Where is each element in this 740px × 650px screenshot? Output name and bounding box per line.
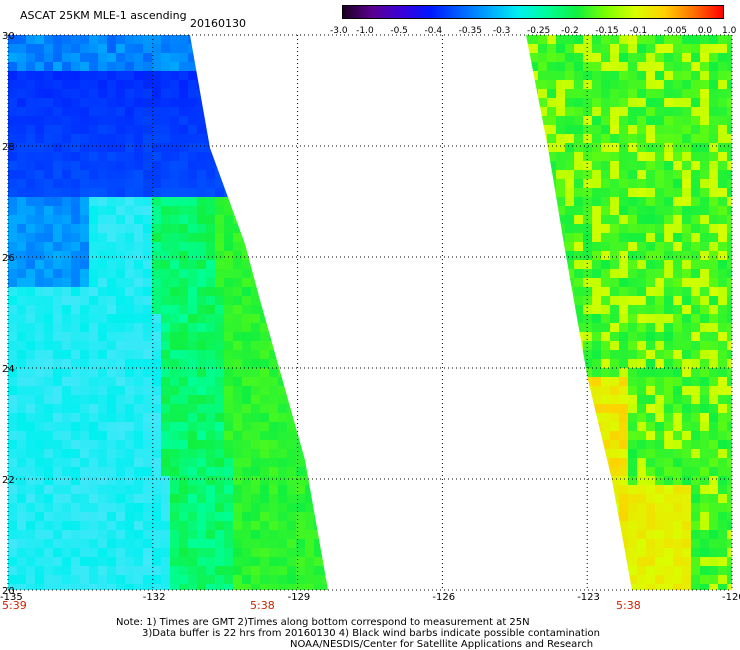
longitude-labels: -135 -132 -129 -126 -123 -120 [0, 592, 740, 603]
pass-time-mid: 5:38 [250, 599, 275, 612]
pass-time-east: 5:38 [616, 599, 641, 612]
latitude-label: 26 [2, 253, 15, 264]
note-line-1: Note: 1) Times are GMT 2)Times along bot… [116, 617, 530, 628]
colorbar-tick-label: -0.3 [492, 26, 511, 36]
longitude-label: -132 [143, 592, 166, 603]
colorbar-tick-label: -1.0 [356, 26, 374, 36]
latitude-label: 28 [2, 142, 15, 153]
longitude-label: -120 [722, 592, 740, 603]
gridlines [7, 34, 733, 591]
colorbar-tick-label: -0.25 [527, 26, 551, 36]
longitude-label: -129 [288, 592, 311, 603]
date-label: 20160130 [190, 17, 246, 30]
latitude-label: 20 [2, 586, 15, 597]
note-line-2: 3)Data buffer is 22 hrs from 20160130 4)… [142, 628, 600, 639]
latitude-label: 30 [2, 31, 15, 42]
colorbar-tick-label: -3.0 [330, 26, 348, 36]
product-title: ASCAT 25KM MLE-1 ascending [20, 9, 187, 22]
colorbar-tick-label: -0.2 [561, 26, 579, 36]
longitude-label: -123 [577, 592, 600, 603]
longitude-label: -135 [0, 592, 23, 603]
colorbar-ticks: -3.0 -1.0 -0.5 -0.4 -0.35 -0.3 -0.25 -0.2 -0.15-… [330, 25, 740, 37]
colorbar-tick-label: -0.1 [629, 26, 648, 36]
colorbar-tick-label: -0.35 [458, 26, 482, 36]
latitude-labels: 30 28 26 24 22 20 [2, 31, 15, 597]
colorbar-tick-label: 0.0 [697, 26, 713, 36]
note-line-3: NOAA/NESDIS/Center for Satellite Applica… [290, 639, 594, 650]
longitude-label: -126 [432, 592, 455, 603]
colorbar-tick-label: -0.05 [663, 26, 687, 36]
colorbar-tick-label: -0.5 [390, 26, 408, 36]
colorbar-tick-label: 1.0 [722, 26, 737, 36]
colorbar [342, 5, 724, 19]
colorbar-tick-label: -0.15 [595, 26, 619, 36]
colorbar-tick-label: -0.4 [424, 26, 443, 36]
latitude-label: 24 [2, 364, 15, 375]
pass-time-west: 5:39 [2, 599, 27, 612]
latitude-label: 22 [2, 475, 15, 486]
